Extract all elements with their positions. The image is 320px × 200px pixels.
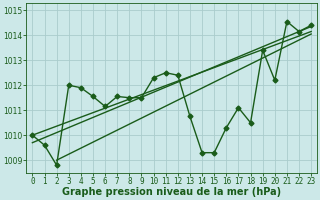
X-axis label: Graphe pression niveau de la mer (hPa): Graphe pression niveau de la mer (hPa) bbox=[62, 187, 281, 197]
